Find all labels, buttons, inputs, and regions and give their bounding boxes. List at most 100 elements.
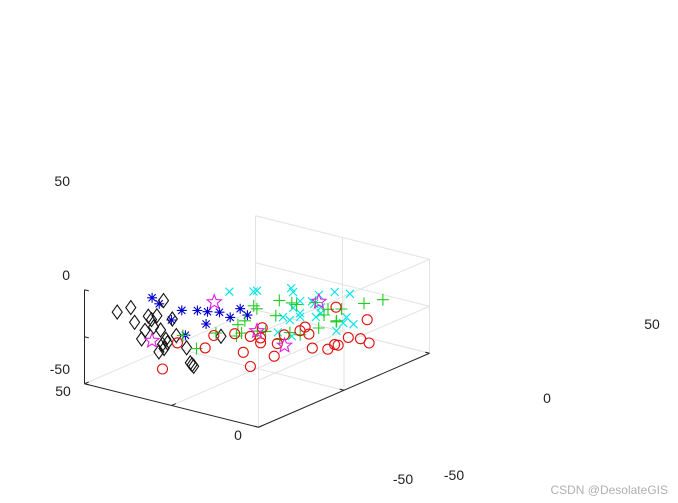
data-point-circle [229, 328, 241, 340]
y-tick-mark [425, 351, 430, 354]
data-point-diamond [215, 328, 227, 345]
data-point-pentagram [143, 331, 161, 349]
z-tick-label: 50 [54, 173, 70, 189]
data-point-x [311, 312, 321, 322]
data-point-asterisk [225, 312, 236, 323]
data-point-asterisk [202, 306, 213, 317]
data-point-diamond [153, 343, 165, 360]
data-point-x [295, 308, 305, 318]
data-point-diamond [188, 358, 200, 375]
data-point-asterisk [214, 307, 225, 318]
data-point-asterisk [201, 319, 212, 329]
data-point-diamond [142, 308, 154, 325]
data-point-asterisk [235, 303, 246, 314]
y-tick-label: 50 [644, 316, 660, 332]
data-point-circle [306, 342, 318, 354]
data-point-diamond [125, 299, 137, 316]
x-tick-mark [258, 424, 263, 428]
z-tick-mark [84, 383, 89, 386]
data-point-circle [363, 337, 375, 349]
x-tick-mark [171, 403, 176, 406]
data-point-x [345, 289, 355, 299]
data-point-x [278, 312, 288, 322]
grid-line [169, 346, 345, 391]
data-point-circle [208, 329, 220, 342]
data-point-pentagram [275, 336, 294, 353]
data-point-x [273, 328, 283, 337]
data-point-diamond [154, 322, 167, 338]
data-point-diamond [161, 334, 174, 351]
data-point-plus [273, 294, 286, 307]
data-point-plus [269, 309, 282, 322]
data-point-x [342, 312, 351, 322]
data-point-diamond [145, 311, 158, 328]
data-point-circle [342, 331, 354, 344]
data-point-plus [290, 298, 303, 311]
data-point-circle [271, 338, 283, 350]
grid-line [255, 309, 430, 354]
z-tick-mark [84, 289, 89, 292]
data-point-x [252, 286, 262, 296]
data-point-diamond [170, 327, 182, 344]
data-point-plus [376, 293, 389, 306]
data-point-pentagram [248, 322, 266, 339]
data-point-plus [230, 330, 243, 342]
data-point-plus [330, 314, 343, 327]
watermark-text: CSDN @DesolateGIS [550, 483, 668, 497]
data-point-plus [238, 314, 251, 327]
data-point-circle [156, 363, 169, 375]
data-point-diamond [135, 330, 148, 347]
data-point-plus [176, 329, 189, 342]
data-point-circle [199, 342, 211, 354]
data-point-x [332, 326, 341, 336]
data-point-circle [255, 337, 267, 349]
data-point-pentagram [310, 292, 328, 310]
data-point-plus [247, 299, 260, 312]
data-point-diamond [111, 304, 123, 321]
data-point-diamond [180, 339, 193, 356]
data-point-circle [244, 360, 256, 373]
data-point-diamond [184, 354, 196, 371]
data-point-circle [268, 350, 280, 362]
data-point-asterisk [166, 315, 177, 325]
data-point-plus [250, 302, 263, 315]
data-point-plus [209, 327, 222, 340]
data-point-circle [354, 333, 367, 345]
data-point-diamond [157, 292, 170, 309]
data-point-circle [329, 339, 341, 351]
data-point-plus [335, 303, 348, 315]
data-point-x [349, 319, 358, 329]
data-point-x [285, 315, 295, 325]
data-point-asterisk [147, 292, 158, 303]
x-tick-label: -50 [393, 471, 413, 487]
data-point-x [225, 287, 234, 297]
data-point-circle [171, 337, 183, 349]
data-point-x [288, 287, 298, 297]
data-point-plus [235, 327, 248, 340]
data-point-x [288, 303, 298, 313]
y-tick-label: -50 [444, 467, 464, 483]
data-point-x [295, 312, 305, 322]
data-points [111, 283, 389, 375]
data-point-diamond [158, 340, 170, 357]
data-point-circle [303, 328, 315, 340]
y-tick-mark [254, 425, 259, 428]
x-tick-label: 0 [234, 427, 242, 443]
data-point-circle [361, 314, 373, 326]
data-point-circle [299, 321, 311, 333]
z-tick-mark [84, 336, 89, 339]
data-point-plus [318, 309, 330, 321]
data-point-diamond [128, 314, 141, 331]
data-point-diamond [151, 307, 163, 324]
data-point-circle [237, 346, 249, 358]
data-point-asterisk [192, 305, 203, 316]
y-tick-mark [339, 388, 345, 391]
data-point-pentagram [205, 293, 223, 310]
data-point-asterisk [242, 310, 253, 321]
data-point-x [249, 287, 258, 296]
data-point-plus [231, 318, 244, 331]
data-point-asterisk [154, 298, 165, 309]
data-point-circle [330, 301, 342, 313]
data-point-plus [283, 326, 296, 339]
